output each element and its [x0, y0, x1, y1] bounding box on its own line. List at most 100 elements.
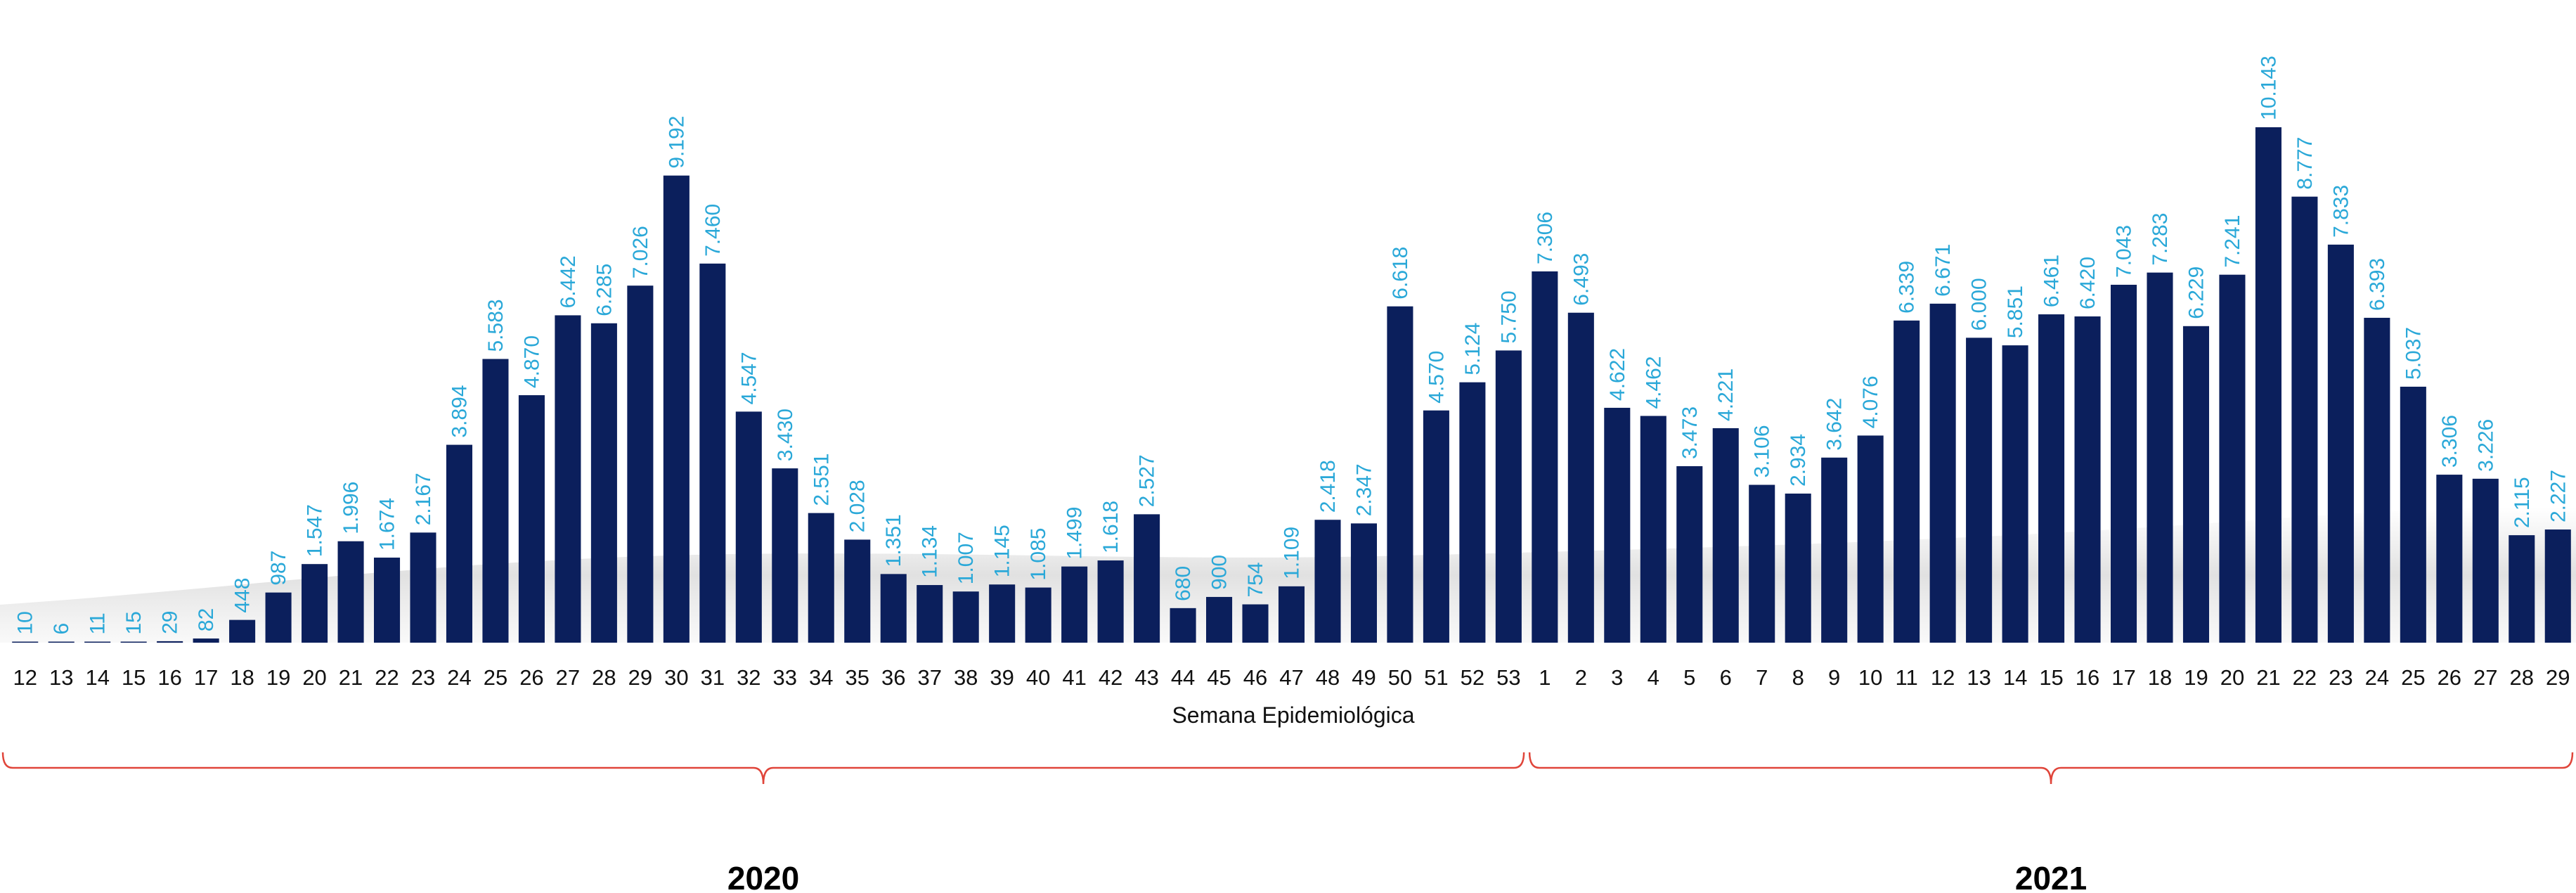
data-label-29: 1.499	[1063, 507, 1087, 560]
data-label-59: 7.283	[2149, 213, 2172, 266]
data-label-61: 7.241	[2221, 215, 2244, 268]
data-label-51: 4.076	[1859, 375, 1882, 428]
data-label-44: 4.622	[1606, 348, 1629, 401]
data-label-53: 6.671	[1931, 244, 1955, 297]
bar-28	[1025, 587, 1051, 643]
x-tick-54: 13	[1967, 665, 1991, 690]
data-label-23: 2.028	[846, 480, 869, 532]
x-tick-15: 27	[556, 665, 580, 690]
x-axis-ticks: 12 13 14 15 16 17 18 19 20 21 22 23 24 25 26 27 28 29 30 31…	[13, 665, 2570, 690]
bar-69	[2509, 535, 2535, 643]
bar-12	[446, 444, 473, 643]
bar-62	[2255, 127, 2281, 643]
bar-17	[627, 285, 654, 643]
x-axis-label: Semana Epidemiológica	[1172, 702, 1414, 728]
data-label-7: 987	[267, 551, 290, 586]
data-label-52: 6.339	[1896, 261, 1919, 314]
x-tick-2: 14	[85, 665, 109, 690]
bar-13	[482, 359, 509, 643]
bar-31	[1134, 514, 1160, 643]
data-label-25: 1.134	[919, 525, 942, 578]
x-tick-21: 33	[773, 665, 797, 690]
x-tick-65: 24	[2365, 665, 2389, 690]
x-tick-52: 11	[1896, 665, 1918, 690]
data-label-2: 11	[86, 612, 110, 634]
data-label-58: 7.043	[2113, 225, 2136, 278]
data-labels: 10 6 11 15 29 82 448 987 1.547 1.996 1.674 2.167 3.8…	[14, 56, 2570, 634]
x-tick-67: 26	[2438, 665, 2461, 690]
data-label-38: 6.618	[1389, 247, 1412, 300]
x-tick-14: 26	[519, 665, 543, 690]
bar-1	[48, 641, 75, 643]
bar-48	[1749, 484, 1775, 643]
data-label-63: 8.777	[2293, 137, 2317, 190]
x-tick-24: 36	[881, 665, 905, 690]
x-tick-56: 15	[2039, 665, 2063, 690]
data-label-30: 1.618	[1099, 501, 1122, 553]
x-tick-0: 12	[13, 665, 37, 690]
data-label-55: 5.851	[2004, 285, 2027, 338]
data-label-65: 6.393	[2366, 258, 2389, 311]
year-label-1: 2021	[2015, 860, 2087, 893]
data-label-64: 7.833	[2329, 185, 2352, 238]
x-tick-44: 3	[1611, 665, 1623, 690]
data-label-5: 82	[195, 608, 218, 631]
data-label-12: 3.894	[448, 385, 471, 437]
x-tick-47: 6	[1720, 665, 1732, 690]
x-tick-13: 25	[484, 665, 507, 690]
data-label-9: 1.996	[339, 482, 363, 534]
bar-57	[2074, 316, 2101, 643]
data-label-57: 6.420	[2076, 257, 2099, 309]
bar-64	[2327, 244, 2354, 643]
x-tick-25: 37	[917, 665, 941, 690]
x-tick-12: 24	[447, 665, 471, 690]
bar-23	[844, 539, 871, 643]
data-label-13: 5.583	[484, 299, 507, 352]
bar-33	[1206, 596, 1233, 643]
bar-61	[2219, 274, 2246, 643]
bar-8	[302, 564, 328, 643]
x-tick-53: 12	[1931, 665, 1955, 690]
bar-34	[1242, 604, 1269, 643]
year-brace-1	[1528, 752, 2574, 785]
x-tick-31: 43	[1134, 665, 1158, 690]
bar-70	[2544, 529, 2571, 643]
bar-54	[1966, 338, 1993, 643]
data-label-62: 10.143	[2257, 56, 2280, 120]
x-tick-7: 19	[266, 665, 290, 690]
x-tick-50: 9	[1828, 665, 1840, 690]
x-tick-58: 17	[2111, 665, 2135, 690]
bar-47	[1712, 428, 1739, 643]
x-tick-3: 15	[122, 665, 145, 690]
bar-37	[1350, 523, 1377, 643]
x-tick-61: 20	[2220, 665, 2244, 690]
x-tick-51: 10	[1858, 665, 1882, 690]
data-label-36: 2.418	[1316, 460, 1340, 513]
bar-16	[590, 323, 617, 643]
bar-2	[84, 641, 111, 643]
bar-19	[699, 263, 726, 643]
x-tick-5: 17	[194, 665, 218, 690]
bar-65	[2364, 317, 2390, 643]
x-tick-22: 34	[809, 665, 833, 690]
x-tick-10: 22	[375, 665, 399, 690]
bar-0	[12, 641, 39, 643]
bar-66	[2400, 386, 2426, 643]
data-label-67: 3.306	[2438, 415, 2461, 468]
data-label-8: 1.547	[304, 504, 327, 557]
bar-26	[952, 591, 979, 643]
data-label-18: 9.192	[665, 116, 688, 169]
x-tick-46: 5	[1683, 665, 1695, 690]
bar-46	[1676, 466, 1703, 643]
x-tick-18: 30	[664, 665, 688, 690]
x-tick-39: 51	[1424, 665, 1448, 690]
x-tick-55: 14	[2003, 665, 2027, 690]
x-tick-70: 29	[2546, 665, 2570, 690]
data-label-14: 4.870	[520, 335, 543, 388]
x-tick-8: 20	[302, 665, 326, 690]
x-tick-20: 32	[737, 665, 760, 690]
bar-67	[2436, 475, 2463, 643]
data-label-40: 5.124	[1461, 323, 1484, 375]
data-label-43: 6.493	[1569, 253, 1593, 306]
